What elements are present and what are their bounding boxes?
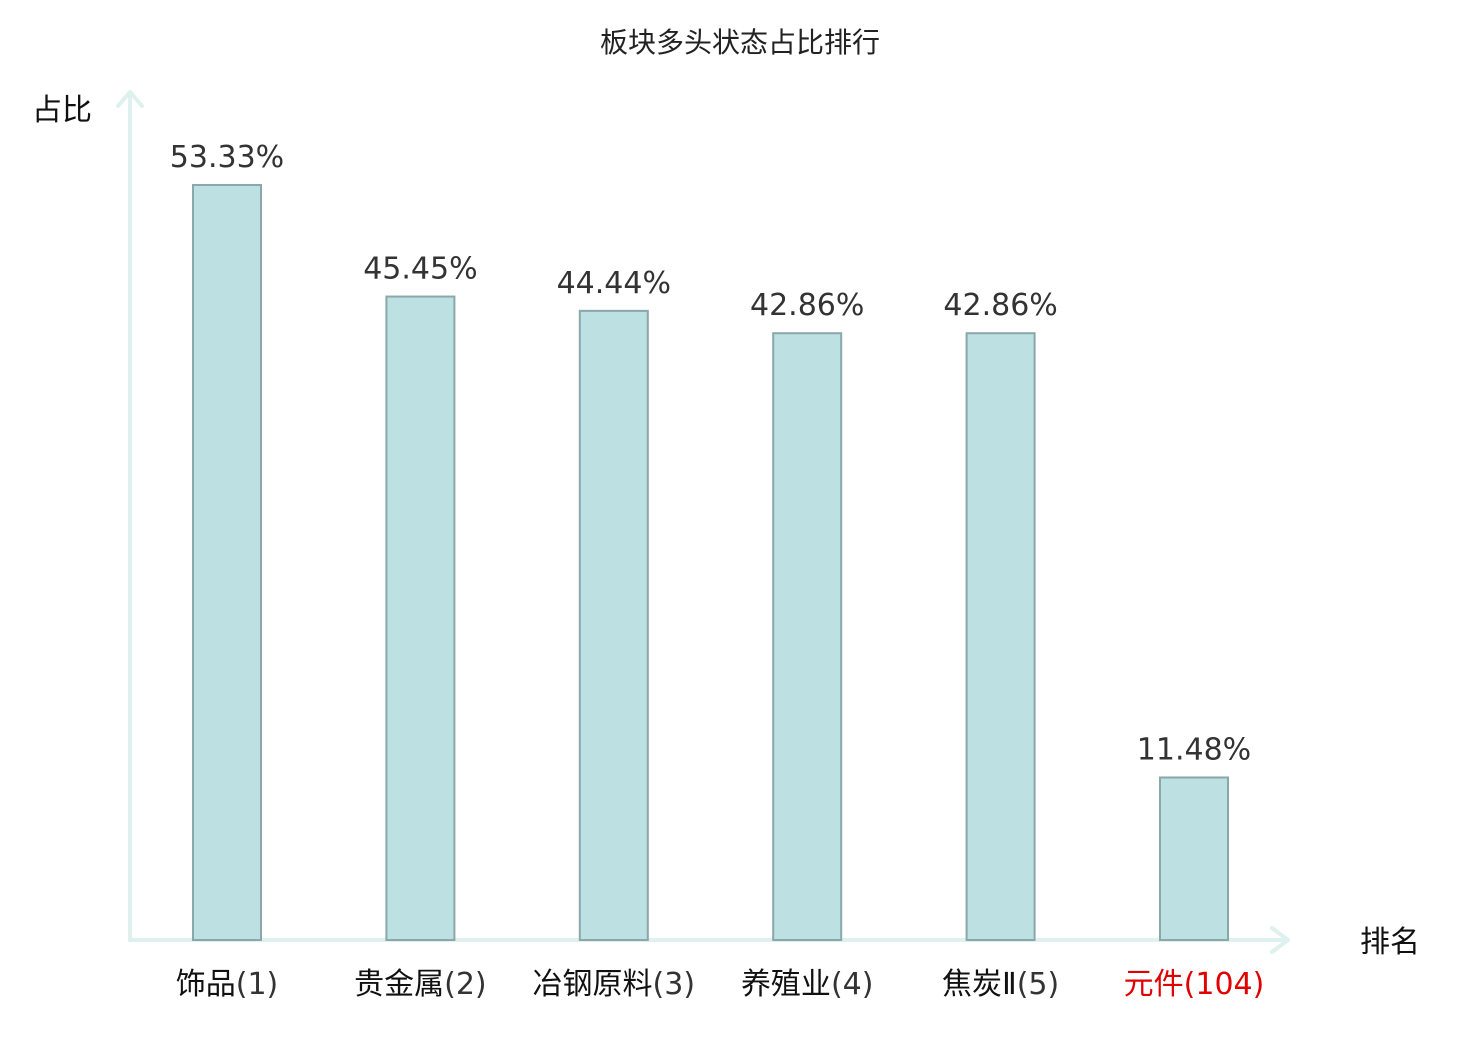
x-tick-rank: (3) bbox=[653, 967, 696, 1002]
y-axis-line bbox=[116, 90, 144, 942]
x-tick-label: 元件(104) bbox=[1124, 967, 1265, 1002]
bar bbox=[772, 332, 843, 941]
x-tick-label: 饰品(1) bbox=[176, 967, 279, 1002]
data-label: 53.33% bbox=[170, 140, 284, 175]
bar bbox=[192, 184, 262, 941]
x-axis-label: 排名 bbox=[1360, 925, 1420, 960]
x-tick-label: 冶钢原料(3) bbox=[533, 967, 696, 1002]
x-tick-name: 焦炭Ⅱ bbox=[942, 967, 1017, 1002]
bar bbox=[578, 309, 649, 941]
data-label: 11.48% bbox=[1137, 732, 1251, 767]
y-axis-label: 占比 bbox=[32, 93, 92, 128]
bar bbox=[385, 295, 456, 941]
value-labels-group: 53.33% 45.45% 44.44% 42.86% 42.86% 11.48% bbox=[170, 140, 1251, 767]
x-tick-rank: (104) bbox=[1184, 967, 1265, 1002]
x-tick-rank: (4) bbox=[831, 967, 874, 1002]
x-axis-line bbox=[128, 926, 1290, 954]
x-tick-rank: (1) bbox=[236, 967, 279, 1002]
category-labels-group: 饰品(1) 贵金属(2) 冶钢原料(3) 养殖业(4) 焦炭Ⅱ(5) 元件(104) bbox=[176, 967, 1265, 1002]
x-tick-name: 元件 bbox=[1124, 967, 1184, 1002]
x-tick-label: 焦炭Ⅱ(5) bbox=[942, 967, 1059, 1002]
x-tick-label: 养殖业(4) bbox=[741, 967, 874, 1002]
data-label: 42.86% bbox=[943, 288, 1057, 323]
bar bbox=[1159, 776, 1229, 941]
x-tick-name: 贵金属 bbox=[354, 967, 444, 1002]
x-tick-name: 冶钢原料 bbox=[533, 967, 653, 1002]
x-tick-rank: (5) bbox=[1017, 967, 1060, 1002]
data-label: 45.45% bbox=[363, 252, 477, 287]
bars-group bbox=[192, 184, 1229, 941]
x-tick-name: 养殖业 bbox=[741, 967, 831, 1002]
x-tick-name: 饰品 bbox=[176, 967, 236, 1002]
x-tick-label: 贵金属(2) bbox=[354, 967, 487, 1002]
data-label: 42.86% bbox=[750, 288, 864, 323]
chart-title: 板块多头状态占比排行 bbox=[600, 26, 880, 59]
bar bbox=[965, 332, 1036, 941]
data-label: 44.44% bbox=[557, 266, 671, 301]
x-tick-rank: (2) bbox=[444, 967, 487, 1002]
